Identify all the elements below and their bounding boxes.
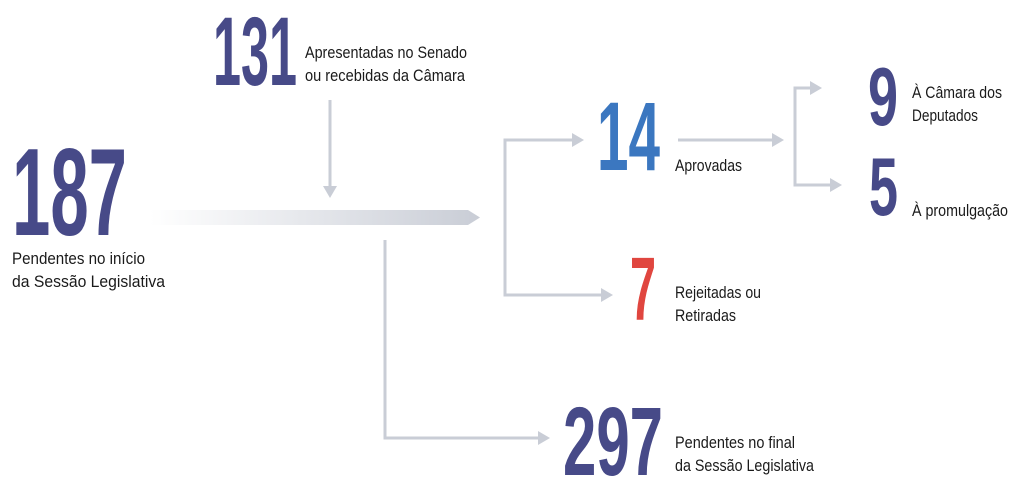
node-number: 5 xyxy=(869,140,898,233)
node-label: ou recebidas da Câmara xyxy=(305,66,465,85)
node-label: À promulgação xyxy=(912,201,1008,220)
main-flow-bar xyxy=(150,210,480,225)
arrow-head xyxy=(830,178,842,192)
node-label: Aprovadas xyxy=(675,156,742,175)
branch xyxy=(503,138,603,297)
node-number: 297 xyxy=(563,387,663,477)
node-number: 131 xyxy=(213,0,297,106)
bracket xyxy=(793,86,832,187)
arrow-head xyxy=(323,186,337,198)
arrow-head xyxy=(572,133,584,147)
node-label: da Sessão Legislativa xyxy=(12,272,165,291)
arrow-head xyxy=(810,81,822,95)
node-label: Deputados xyxy=(912,106,978,125)
node-number: 187 xyxy=(12,124,127,262)
arrow-head xyxy=(601,288,613,302)
node-number: 7 xyxy=(630,240,656,340)
node-label: Pendentes no início xyxy=(12,249,145,268)
node-label: Retiradas xyxy=(675,306,736,325)
node-label: Pendentes no final xyxy=(675,433,795,452)
node-label: Rejeitadas ou xyxy=(675,283,761,302)
arrow-remaining xyxy=(383,240,540,440)
arrow-head xyxy=(538,431,550,445)
node-label: da Sessão Legislativa xyxy=(675,456,814,475)
node-label: Apresentadas no Senado xyxy=(305,43,467,62)
node-number: 9 xyxy=(868,50,898,143)
arrow-head xyxy=(772,133,784,147)
node-number: 14 xyxy=(597,82,660,191)
node-label: À Câmara dos xyxy=(912,83,1002,102)
